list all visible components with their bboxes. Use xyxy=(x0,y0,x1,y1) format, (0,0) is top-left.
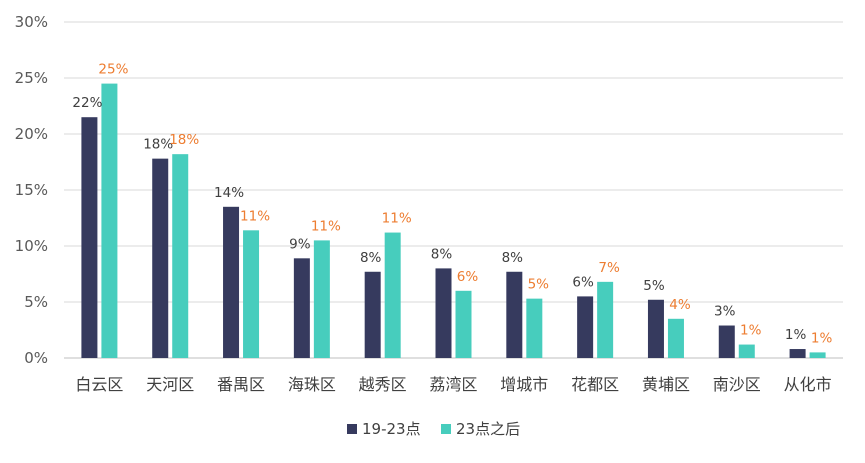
y-tick-label: 5% xyxy=(24,293,48,311)
bar-series2 xyxy=(738,344,755,358)
category-label: 从化市 xyxy=(784,375,832,394)
bar-series2 xyxy=(455,290,472,358)
data-label: 8% xyxy=(431,246,453,262)
bar-series1 xyxy=(647,299,664,358)
bar-series2 xyxy=(526,298,543,358)
data-label: 11% xyxy=(240,208,270,224)
bar-series2 xyxy=(667,318,684,358)
bar-series2 xyxy=(172,154,189,358)
data-label: 1% xyxy=(740,323,762,339)
bar-series1 xyxy=(435,268,452,358)
data-label: 4% xyxy=(669,297,691,313)
bar-series2 xyxy=(313,240,330,358)
bar-series2 xyxy=(384,232,401,358)
y-tick-label: 10% xyxy=(15,237,48,255)
bar-series1 xyxy=(81,117,98,358)
category-label: 海珠区 xyxy=(288,375,336,394)
data-label: 3% xyxy=(714,304,736,320)
bar-series2 xyxy=(597,281,614,358)
legend-swatch xyxy=(441,424,451,434)
legend-label: 19-23点 xyxy=(362,420,421,438)
data-label: 5% xyxy=(528,277,550,293)
category-label: 白云区 xyxy=(75,375,123,394)
category-label: 增城市 xyxy=(500,375,548,394)
bar-series2 xyxy=(101,83,118,358)
data-label: 9% xyxy=(289,236,311,252)
category-label: 越秀区 xyxy=(359,375,407,394)
data-label: 1% xyxy=(811,330,833,346)
data-label: 25% xyxy=(98,62,128,78)
category-label: 天河区 xyxy=(146,375,194,394)
bar-series1 xyxy=(223,206,240,358)
data-label: 6% xyxy=(457,269,479,285)
bar-series1 xyxy=(718,325,735,358)
legend: 19-23点 23点之后 xyxy=(347,420,520,438)
data-label: 6% xyxy=(572,274,594,290)
data-label: 14% xyxy=(214,185,244,201)
gridlines xyxy=(64,21,843,359)
y-axis-ticks: 0% 5% 10% 15% 20% 25% 30% xyxy=(15,13,48,367)
category-label: 南沙区 xyxy=(713,375,761,394)
legend-swatch xyxy=(347,424,357,434)
data-label: 8% xyxy=(360,250,382,266)
category-label: 番禺区 xyxy=(217,375,265,394)
y-tick-label: 20% xyxy=(15,125,48,143)
y-tick-label: 0% xyxy=(24,349,48,367)
bar-series1 xyxy=(789,349,806,358)
category-label: 花都区 xyxy=(571,375,619,394)
bar-series2 xyxy=(809,352,826,358)
data-labels: 22%25%18%18%14%11%9%11%8%11%8%6%8%5% 6%7%… xyxy=(72,62,832,347)
bar-series1 xyxy=(293,258,310,358)
y-tick-label: 15% xyxy=(15,181,48,199)
category-label: 荔湾区 xyxy=(429,375,477,394)
y-tick-label: 30% xyxy=(15,13,48,31)
data-label: 7% xyxy=(598,260,620,276)
data-label: 1% xyxy=(785,327,807,343)
data-label: 22% xyxy=(72,95,102,111)
bars xyxy=(81,83,826,358)
bar-series2 xyxy=(243,230,260,358)
category-label: 黄埔区 xyxy=(642,375,690,394)
data-label: 11% xyxy=(382,211,412,227)
data-label: 18% xyxy=(143,137,173,153)
bar-series1 xyxy=(506,271,523,358)
bar-series1 xyxy=(364,271,381,358)
data-label: 5% xyxy=(643,278,665,294)
x-axis-categories: 白云区 天河区 番禺区 海珠区 越秀区 荔湾区 增城市 花都区 黄埔区 南沙区 从化市 xyxy=(75,375,831,394)
data-label: 8% xyxy=(502,250,524,266)
data-label: 11% xyxy=(311,218,341,234)
bar-series1 xyxy=(577,296,594,358)
bar-series1 xyxy=(152,158,169,358)
data-label: 18% xyxy=(169,132,199,148)
y-tick-label: 25% xyxy=(15,69,48,87)
legend-label: 23点之后 xyxy=(456,420,520,438)
